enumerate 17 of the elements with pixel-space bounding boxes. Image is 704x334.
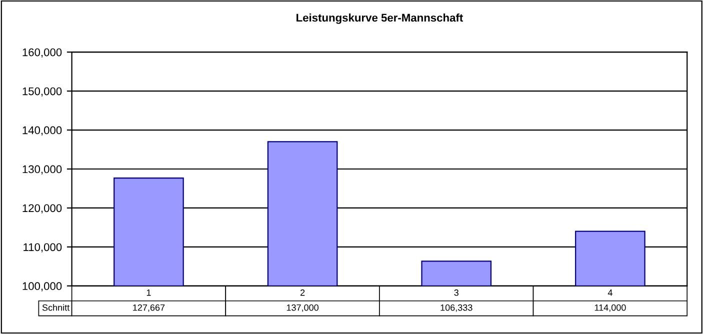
y-tick-label: 160,000 (22, 48, 62, 58)
chart-title: Leistungskurve 5er-Mannschaft (296, 13, 463, 24)
y-tick-label: 150,000 (22, 87, 62, 97)
y-tick-label: 130,000 (22, 165, 62, 174)
data-label: 127,667 (133, 304, 165, 312)
x-tick-label: 2 (300, 289, 305, 296)
data-label: 137,000 (286, 304, 319, 312)
y-tick-label: 140,000 (22, 126, 62, 136)
x-tick-label: 1 (146, 290, 151, 296)
data-label: 106,333 (440, 304, 472, 312)
text: Schnitt (42, 304, 70, 311)
y-tick-label: 120,000 (22, 204, 62, 214)
y-tick-label: 100,000 (22, 282, 62, 292)
x-tick-label: 3 (454, 289, 458, 296)
y-tick-label: 110,000 (24, 243, 62, 252)
x-tick-label: 4 (608, 290, 612, 296)
data-label: 114,000 (594, 304, 626, 312)
